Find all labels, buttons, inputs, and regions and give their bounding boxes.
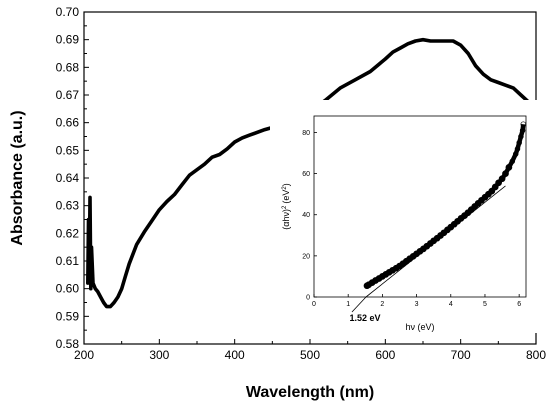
y-tick-label: 0.65: [56, 143, 80, 157]
y-tick-label: 0.64: [56, 171, 80, 185]
inset-plot-frame: [313, 115, 527, 298]
x-tick-label: 300: [149, 348, 169, 362]
y-tick-label: 0.63: [56, 199, 80, 213]
y-tick-label: 0.59: [56, 309, 80, 323]
inset-y-axis-title-part: ): [281, 183, 291, 186]
inset-series-band: [365, 123, 526, 288]
inset-fit-line-extension: [351, 296, 367, 313]
x-tick-label: 400: [225, 348, 245, 362]
inset-y-tick-label: 60: [302, 171, 310, 178]
x-axis-title: Wavelength (nm): [246, 384, 374, 401]
inset-x-tick-label: 1: [346, 301, 350, 308]
inset-y-tick-label: 80: [302, 130, 310, 137]
inset-y-axis-title-part: (αhν): [281, 209, 291, 230]
y-tick-label: 0.70: [56, 5, 80, 19]
y-tick-label: 0.68: [56, 60, 80, 74]
y-tick-label: 0.62: [56, 226, 80, 240]
inset-y-tick-label: 20: [302, 253, 310, 260]
inset-x-tick-label: 2: [380, 301, 384, 308]
inset-bandgap-annotation: 1.52 eV: [349, 313, 380, 323]
x-tick-label: 600: [375, 348, 395, 362]
inset-y-axis-title-part: (eV: [281, 190, 291, 204]
y-tick-label: 0.69: [56, 33, 80, 47]
inset-x-axis-title: hν (eV): [405, 322, 434, 332]
x-tick-label: 200: [74, 348, 94, 362]
y-tick-label: 0.61: [56, 254, 80, 268]
inset-y-axis-title-part: 2: [282, 186, 288, 190]
inset-x-tick-label: 3: [415, 301, 419, 308]
y-tick-label: 0.66: [56, 116, 80, 130]
y-tick-label: 0.58: [56, 337, 80, 351]
inset-x-tick-label: 4: [449, 301, 453, 308]
y-tick-label: 0.67: [56, 88, 80, 102]
inset-x-tick-label: 0: [312, 301, 316, 308]
y-tick-label: 0.60: [56, 282, 80, 296]
inset-y-tick-label: 40: [302, 212, 310, 219]
x-tick-label: 700: [451, 348, 471, 362]
inset-y-axis-title-part: 2: [282, 205, 288, 209]
inset-fit-line: [365, 185, 506, 298]
y-axis-title: Absorbance (a.u.): [9, 110, 26, 245]
inset-background: [270, 100, 540, 333]
inset-y-tick-label: 0: [306, 295, 310, 302]
x-tick-label: 500: [300, 348, 320, 362]
x-tick-label: 800: [526, 348, 546, 362]
main-chart: 200 300 400 500 600 700 8000.580.590.600.610.6…: [9, 5, 546, 401]
inset-y-axis-title: (αhν)2(eV2): [281, 183, 291, 229]
inset-x-tick-label: 5: [483, 301, 487, 308]
absorbance-series-line: [86, 37, 538, 309]
inset-x-tick-label: 6: [517, 301, 521, 308]
